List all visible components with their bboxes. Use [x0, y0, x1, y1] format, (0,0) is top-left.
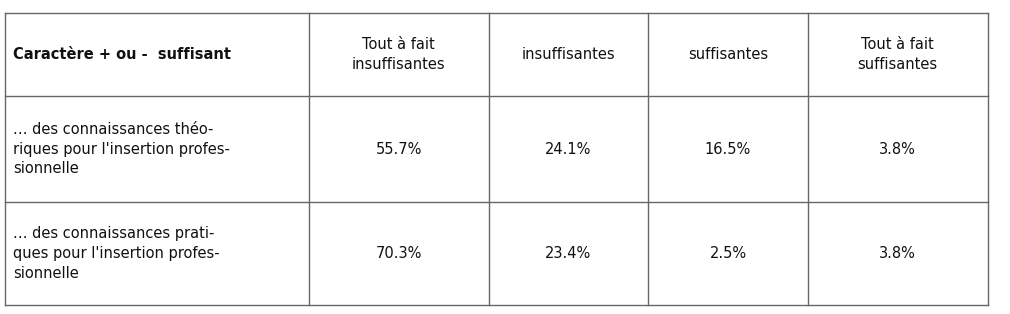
- Text: 3.8%: 3.8%: [880, 142, 916, 157]
- Text: … des connaissances théo-
riques pour l'insertion profes-
sionnelle: … des connaissances théo- riques pour l'…: [13, 122, 230, 176]
- Text: 24.1%: 24.1%: [545, 142, 592, 157]
- Text: 3.8%: 3.8%: [880, 246, 916, 261]
- Text: Tout à fait
insuffisantes: Tout à fait insuffisantes: [351, 37, 445, 72]
- Text: … des connaissances prati-
ques pour l'insertion profes-
sionnelle: … des connaissances prati- ques pour l'i…: [13, 226, 220, 281]
- Text: 55.7%: 55.7%: [376, 142, 422, 157]
- Text: 23.4%: 23.4%: [545, 246, 592, 261]
- Text: insuffisantes: insuffisantes: [521, 47, 615, 62]
- Text: suffisantes: suffisantes: [688, 47, 768, 62]
- Text: Caractère + ou -  suffisant: Caractère + ou - suffisant: [13, 47, 231, 62]
- Text: Tout à fait
suffisantes: Tout à fait suffisantes: [857, 37, 938, 72]
- Text: 70.3%: 70.3%: [376, 246, 422, 261]
- Text: 2.5%: 2.5%: [709, 246, 746, 261]
- Text: 16.5%: 16.5%: [705, 142, 751, 157]
